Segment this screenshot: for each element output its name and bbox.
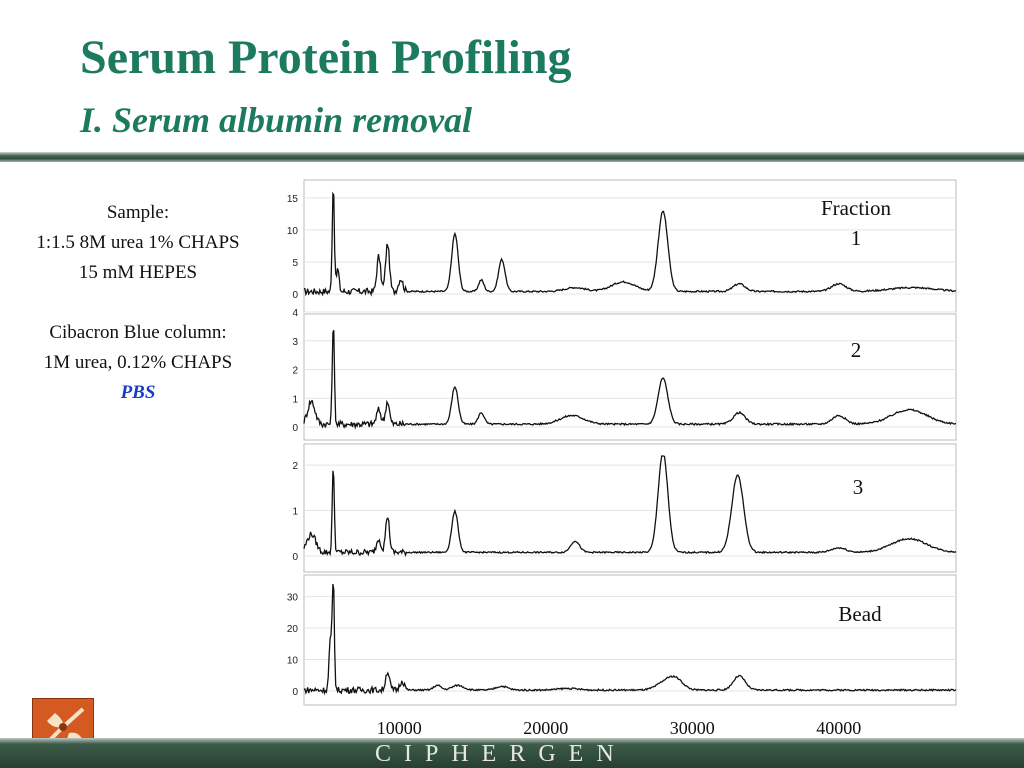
footer-bar bbox=[0, 738, 1024, 768]
y-tick-label: 5 bbox=[292, 258, 298, 269]
panel-label: Bead bbox=[838, 602, 882, 626]
footer-brand: CIPHERGEN bbox=[375, 741, 627, 767]
x-tick-label: 10000 bbox=[377, 718, 422, 738]
panel-label-line-2: 1 bbox=[851, 226, 862, 250]
header-divider bbox=[0, 152, 1024, 162]
y-tick-label: 20 bbox=[287, 624, 299, 635]
panel-frame bbox=[303, 313, 957, 441]
x-tick-label: 20000 bbox=[523, 718, 568, 738]
y-tick-label: 2 bbox=[292, 366, 298, 377]
y-tick-label: 0 bbox=[292, 552, 298, 563]
spectrum-trace bbox=[303, 455, 957, 557]
panel-label: 2 bbox=[851, 338, 862, 362]
y-tick-label: 0 bbox=[292, 290, 298, 301]
panel-label: Fraction bbox=[821, 196, 891, 220]
y-tick-label: 30 bbox=[287, 593, 299, 604]
y-tick-label: 1 bbox=[292, 394, 298, 405]
y-tick-label: 0 bbox=[292, 687, 298, 698]
column-line-1: 1M urea, 0.12% CHAPS bbox=[43, 352, 233, 373]
page-subtitle: I. Serum albumin removal bbox=[80, 100, 473, 140]
sample-heading: Sample: bbox=[106, 202, 170, 223]
y-tick-label: 10 bbox=[287, 226, 299, 237]
y-tick-label: 1 bbox=[292, 507, 298, 518]
y-tick-label: 10 bbox=[287, 656, 299, 667]
y-tick-label: 15 bbox=[287, 194, 299, 205]
y-tick-label: 3 bbox=[292, 337, 298, 348]
sample-line-2: 15 mM HEPES bbox=[78, 262, 198, 283]
spectrum-trace bbox=[303, 583, 957, 696]
y-tick-label: 4 bbox=[292, 308, 298, 319]
sample-line-1: 1:1.5 8M urea 1% CHAPS bbox=[36, 232, 240, 253]
panel-label: 3 bbox=[853, 475, 864, 499]
sample-notes: Sample: 1:1.5 8M urea 1% CHAPS 15 mM HEP… bbox=[0, 198, 276, 408]
y-tick-label: 0 bbox=[292, 423, 298, 434]
page-title: Serum Protein Profiling bbox=[80, 31, 572, 84]
column-heading: Cibacron Blue column: bbox=[49, 322, 227, 343]
panel-frame bbox=[303, 574, 957, 706]
spectrum-trace bbox=[303, 191, 957, 297]
panel-frame bbox=[303, 443, 957, 573]
x-tick-label: 30000 bbox=[670, 718, 715, 738]
spectrum-trace bbox=[303, 329, 957, 430]
column-buffer-pbs: PBS bbox=[120, 382, 156, 403]
x-tick-label: 40000 bbox=[816, 718, 861, 738]
y-tick-label: 2 bbox=[292, 461, 298, 472]
